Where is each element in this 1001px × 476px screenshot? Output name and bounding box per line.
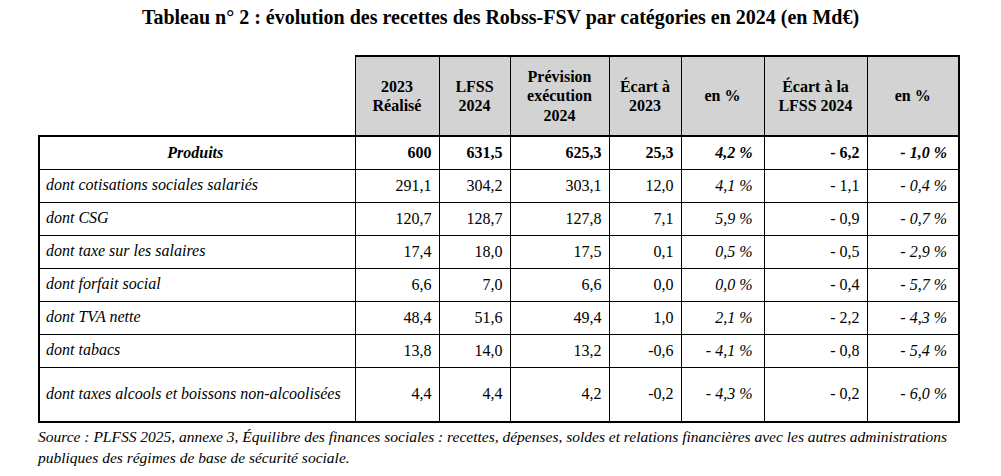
cell-value: 7,0 bbox=[439, 268, 510, 301]
row-label: dont taxes alcools et boissons non-alcoo… bbox=[39, 367, 355, 422]
cell-value: 631,5 bbox=[439, 136, 510, 169]
cell-value: 120,7 bbox=[355, 202, 439, 235]
cell-value: -0,2 bbox=[609, 367, 681, 422]
cell-value: 51,6 bbox=[439, 301, 510, 334]
row-label: Produits bbox=[39, 136, 355, 169]
cell-value: - 0,7 % bbox=[867, 202, 959, 235]
cell-value: - 0,4 % bbox=[867, 169, 959, 202]
cell-value: 304,2 bbox=[439, 169, 510, 202]
table-row: dont tabacs 13,8 14,0 13,2 -0,6 - 4,1 % … bbox=[39, 334, 959, 367]
cell-value: 13,8 bbox=[355, 334, 439, 367]
cell-value: 4,2 bbox=[510, 367, 609, 422]
cell-value: 0,1 bbox=[609, 235, 681, 268]
table-row: dont CSG 120,7 128,7 127,8 7,1 5,9 % - 0… bbox=[39, 202, 959, 235]
table-row: dont cotisations sociales salariés 291,1… bbox=[39, 169, 959, 202]
cell-value: 12,0 bbox=[609, 169, 681, 202]
cell-value: 625,3 bbox=[510, 136, 609, 169]
row-label: dont cotisations sociales salariés bbox=[39, 169, 355, 202]
table-row: Produits 600 631,5 625,3 25,3 4,2 % - 6,… bbox=[39, 136, 959, 169]
cell-value: - 6,0 % bbox=[867, 367, 959, 422]
corner-spacer bbox=[39, 56, 355, 136]
column-header-2023-realise: 2023 Réalisé bbox=[355, 56, 439, 136]
table-row: dont taxe sur les salaires 17,4 18,0 17,… bbox=[39, 235, 959, 268]
cell-value: 128,7 bbox=[439, 202, 510, 235]
cell-value: 4,1 % bbox=[681, 169, 764, 202]
cell-value: - 4,3 % bbox=[867, 301, 959, 334]
cell-value: 0,0 % bbox=[681, 268, 764, 301]
cell-value: - 1,0 % bbox=[867, 136, 959, 169]
table-row: dont TVA nette 48,4 51,6 49,4 1,0 2,1 % … bbox=[39, 301, 959, 334]
cell-value: 1,0 bbox=[609, 301, 681, 334]
cell-value: 0,5 % bbox=[681, 235, 764, 268]
cell-value: 4,4 bbox=[439, 367, 510, 422]
cell-value: - 0,2 bbox=[764, 367, 867, 422]
cell-value: 17,4 bbox=[355, 235, 439, 268]
cell-value: 6,6 bbox=[510, 268, 609, 301]
cell-value: - 0,4 bbox=[764, 268, 867, 301]
cell-value: 25,3 bbox=[609, 136, 681, 169]
cell-value: 4,2 % bbox=[681, 136, 764, 169]
cell-value: 127,8 bbox=[510, 202, 609, 235]
table-title: Tableau n° 2 : évolution des recettes de… bbox=[0, 6, 1001, 29]
cell-value: 13,2 bbox=[510, 334, 609, 367]
column-header-prevision-execution: Prévision exécution 2024 bbox=[510, 56, 609, 136]
cell-value: 4,4 bbox=[355, 367, 439, 422]
source-note: Source : PLFSS 2025, annexe 3, Équilibre… bbox=[38, 427, 960, 469]
row-label: dont forfait social bbox=[39, 268, 355, 301]
cell-value: - 4,1 % bbox=[681, 334, 764, 367]
column-header-lfss-2024: LFSS 2024 bbox=[439, 56, 510, 136]
cell-value: 291,1 bbox=[355, 169, 439, 202]
cell-value: - 0,5 bbox=[764, 235, 867, 268]
cell-value: 49,4 bbox=[510, 301, 609, 334]
cell-value: 0,0 bbox=[609, 268, 681, 301]
header-row: 2023 Réalisé LFSS 2024 Prévision exécuti… bbox=[39, 56, 959, 136]
column-header-ecart-lfss: Écart à la LFSS 2024 bbox=[764, 56, 867, 136]
cell-value: - 0,8 bbox=[764, 334, 867, 367]
cell-value: - 6,2 bbox=[764, 136, 867, 169]
cell-value: - 0,9 bbox=[764, 202, 867, 235]
cell-value: 2,1 % bbox=[681, 301, 764, 334]
cell-value: 14,0 bbox=[439, 334, 510, 367]
cell-value: - 5,7 % bbox=[867, 268, 959, 301]
cell-value: - 2,2 bbox=[764, 301, 867, 334]
row-label: dont taxe sur les salaires bbox=[39, 235, 355, 268]
row-label: dont TVA nette bbox=[39, 301, 355, 334]
column-header-en-pct-2: en % bbox=[867, 56, 959, 136]
cell-value: - 1,1 bbox=[764, 169, 867, 202]
column-header-en-pct-1: en % bbox=[681, 56, 764, 136]
column-header-ecart-2023: Écart à 2023 bbox=[609, 56, 681, 136]
cell-value: 6,6 bbox=[355, 268, 439, 301]
cell-value: 5,9 % bbox=[681, 202, 764, 235]
table-row: dont forfait social 6,6 7,0 6,6 0,0 0,0 … bbox=[39, 268, 959, 301]
cell-value: - 4,3 % bbox=[681, 367, 764, 422]
cell-value: 600 bbox=[355, 136, 439, 169]
row-label: dont CSG bbox=[39, 202, 355, 235]
cell-value: 17,5 bbox=[510, 235, 609, 268]
cell-value: - 2,9 % bbox=[867, 235, 959, 268]
cell-value: - 5,4 % bbox=[867, 334, 959, 367]
cell-value: 303,1 bbox=[510, 169, 609, 202]
table-row: dont taxes alcools et boissons non-alcoo… bbox=[39, 367, 959, 422]
cell-value: 48,4 bbox=[355, 301, 439, 334]
data-table: 2023 Réalisé LFSS 2024 Prévision exécuti… bbox=[38, 55, 960, 423]
cell-value: 7,1 bbox=[609, 202, 681, 235]
cell-value: 18,0 bbox=[439, 235, 510, 268]
cell-value: -0,6 bbox=[609, 334, 681, 367]
row-label: dont tabacs bbox=[39, 334, 355, 367]
